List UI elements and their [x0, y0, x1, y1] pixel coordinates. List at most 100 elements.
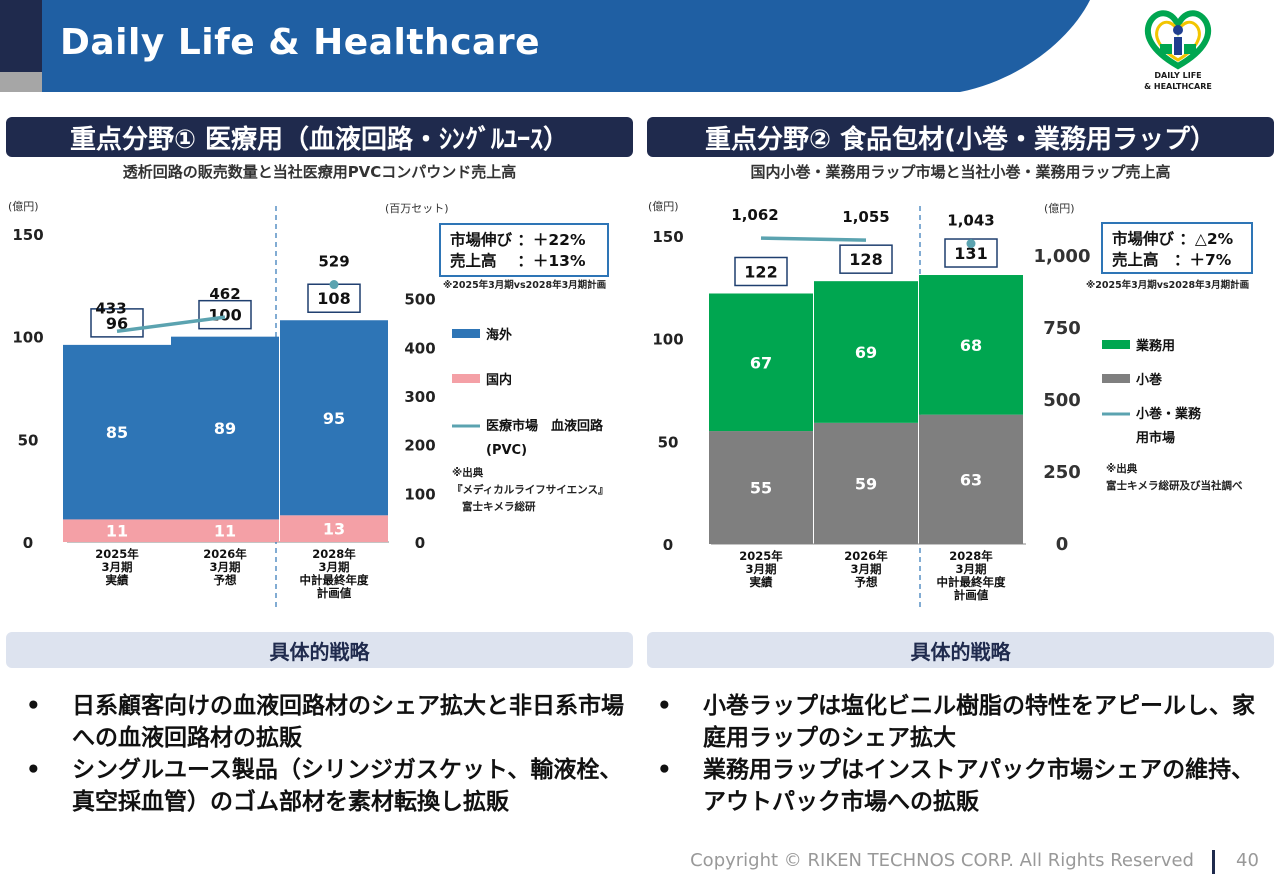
legend-label: 小巻・業務: [1136, 406, 1202, 422]
bar-segment: [171, 336, 279, 520]
y-tick-left: 0: [663, 536, 673, 554]
total-box: [198, 299, 252, 330]
market-value-label: 529: [318, 253, 349, 271]
y-tick-left: 50: [658, 433, 679, 451]
x-tick-label: 3月期: [850, 562, 881, 576]
right-section-title: 重点分野② 食品包材(小巻・業務用ラップ）: [647, 117, 1274, 157]
y-axis-right-unit: (百万セット): [385, 202, 449, 215]
x-tick-label: 予想: [214, 573, 237, 587]
x-tick-label: 2025年: [95, 547, 139, 561]
market-point: [329, 280, 339, 290]
legend-swatch: [452, 329, 480, 338]
bar-value-label: 89: [214, 419, 236, 438]
y-tick-right: 0: [1056, 534, 1069, 555]
left-chart-subtitle: 透析回路の販売数量と当社医療用PVCコンパウンド売上高: [122, 163, 517, 181]
y-tick-left: 100: [12, 329, 43, 347]
logo-text-line1: DAILY LIFE: [1154, 71, 1202, 80]
left-strategy-item: 日系顧客向けの血液回路材のシェア拡大と非日系市場への血液回路材の拡販: [26, 690, 626, 754]
x-tick-label: 実績: [106, 573, 129, 587]
source-note: 富士キメラ総研: [462, 500, 536, 513]
y-tick-left: 150: [652, 228, 683, 246]
x-tick-label: 中計最終年度: [300, 573, 369, 587]
bar-segment: [709, 293, 813, 432]
x-tick-label: 計画値: [954, 588, 989, 602]
bar-value-label: 59: [855, 474, 877, 493]
market-value-label: 462: [209, 285, 240, 303]
footer-divider: [1212, 850, 1215, 874]
x-tick-label: 2026年: [844, 549, 888, 563]
left-strategy-list: 日系顧客向けの血液回路材のシェア拡大と非日系市場への血液回路材の拡販 シングルユ…: [26, 690, 626, 818]
growth-box: [439, 223, 609, 277]
bar-total-label: 131: [954, 244, 987, 263]
legend-label: 海外: [486, 327, 512, 343]
y-tick-right: 400: [404, 339, 435, 357]
growth-text: 市場伸び ：＋22%: [450, 230, 586, 249]
growth-note: ※2025年3月期vs2028年3月期計画: [443, 279, 606, 291]
bar-value-label: 11: [106, 522, 128, 541]
legend-swatch: [1102, 374, 1130, 383]
x-tick-label: 2028年: [312, 547, 356, 561]
bar-total-label: 96: [106, 314, 128, 333]
y-axis-left-unit: (億円): [8, 200, 39, 213]
y-tick-right: 1,000: [1034, 246, 1091, 267]
bar-total-label: 128: [849, 250, 882, 269]
right-strategy-item: 小巻ラップは塩化ビニル樹脂の特性をアピールし、家庭用ラップのシェア拡大: [657, 690, 1257, 754]
copyright-text: Copyright © RIKEN TECHNOS CORP. All Righ…: [690, 850, 1194, 871]
bar-value-label: 69: [855, 343, 877, 362]
legend-label: 小巻: [1136, 372, 1163, 388]
y-tick-right: 250: [1043, 462, 1081, 483]
market-line: [116, 315, 226, 334]
legend-label: 用市場: [1135, 430, 1175, 446]
market-value-label: 1,062: [731, 206, 778, 224]
right-strategy-title: 具体的戦略: [647, 632, 1274, 668]
wrap-chart: (億円) 0 50 100 150 (億円) 0 250 500 750 1,000 55 67 122 2…: [648, 200, 1253, 610]
bar-segment: [171, 519, 279, 542]
growth-box: [1101, 222, 1253, 274]
left-strategy-item: シングルユース製品（シリンジガスケット、輸液栓、真空採血管）のゴム部材を素材転換…: [26, 754, 626, 818]
bar-value-label: 68: [960, 336, 982, 355]
y-tick-left: 0: [23, 534, 33, 552]
total-box: [90, 308, 144, 338]
left-section-title: 重点分野① 医療用（血液回路・ｼﾝｸﾞﾙﾕｰｽ）: [6, 117, 633, 157]
bar-segment: [280, 320, 388, 516]
header-banner: [0, 0, 1090, 92]
x-tick-label: 3月期: [745, 562, 776, 576]
bar-value-label: 95: [323, 409, 345, 428]
bar-segment: [709, 431, 813, 544]
bar-segment: [63, 519, 171, 542]
market-value-label: 1,043: [947, 212, 994, 230]
bar-total-label: 100: [208, 306, 241, 325]
source-note: ※出典: [452, 466, 484, 479]
bar-total-label: 108: [317, 289, 350, 308]
left-strategy-title: 具体的戦略: [6, 632, 633, 668]
legend-label: 業務用: [1135, 338, 1175, 354]
bar-total-label: 122: [744, 262, 777, 281]
legend-label: 医療市場 血液回路: [486, 418, 604, 434]
x-tick-label: 計画値: [317, 586, 352, 600]
market-value-label: 433: [95, 299, 126, 317]
y-tick-right: 100: [404, 485, 435, 503]
legend-label: (PVC): [486, 443, 527, 458]
page-title: Daily Life & Healthcare: [60, 22, 540, 63]
bar-value-label: 85: [106, 423, 128, 442]
source-note: 富士キメラ総研及び当社調べ: [1106, 479, 1243, 492]
bar-value-label: 55: [750, 479, 772, 498]
logo-text-line2: & HEALTHCARE: [1144, 82, 1212, 91]
bar-segment: [280, 515, 388, 542]
total-box: [734, 256, 788, 287]
bar-value-label: 67: [750, 353, 772, 372]
medical-chart: (億円) 0 50 100 150 (百万セット) 0 100 200 300 400 500 11 85…: [8, 200, 609, 610]
x-tick-label: 3月期: [955, 562, 986, 576]
bar-value-label: 11: [214, 522, 236, 541]
company-logo: [1144, 10, 1212, 70]
source-note: ※出典: [1106, 462, 1138, 475]
market-value-label: 1,055: [842, 208, 889, 226]
y-tick-left: 150: [12, 226, 43, 244]
legend-swatch: [1102, 340, 1130, 349]
source-note: 『メディカルライフサイエンス』: [452, 483, 608, 496]
y-tick-right: 200: [404, 437, 435, 455]
y-axis-left-unit: (億円): [648, 200, 679, 213]
x-tick-label: 3月期: [209, 560, 240, 574]
x-tick-label: 中計最終年度: [937, 575, 1006, 589]
bar-segment: [63, 344, 171, 520]
